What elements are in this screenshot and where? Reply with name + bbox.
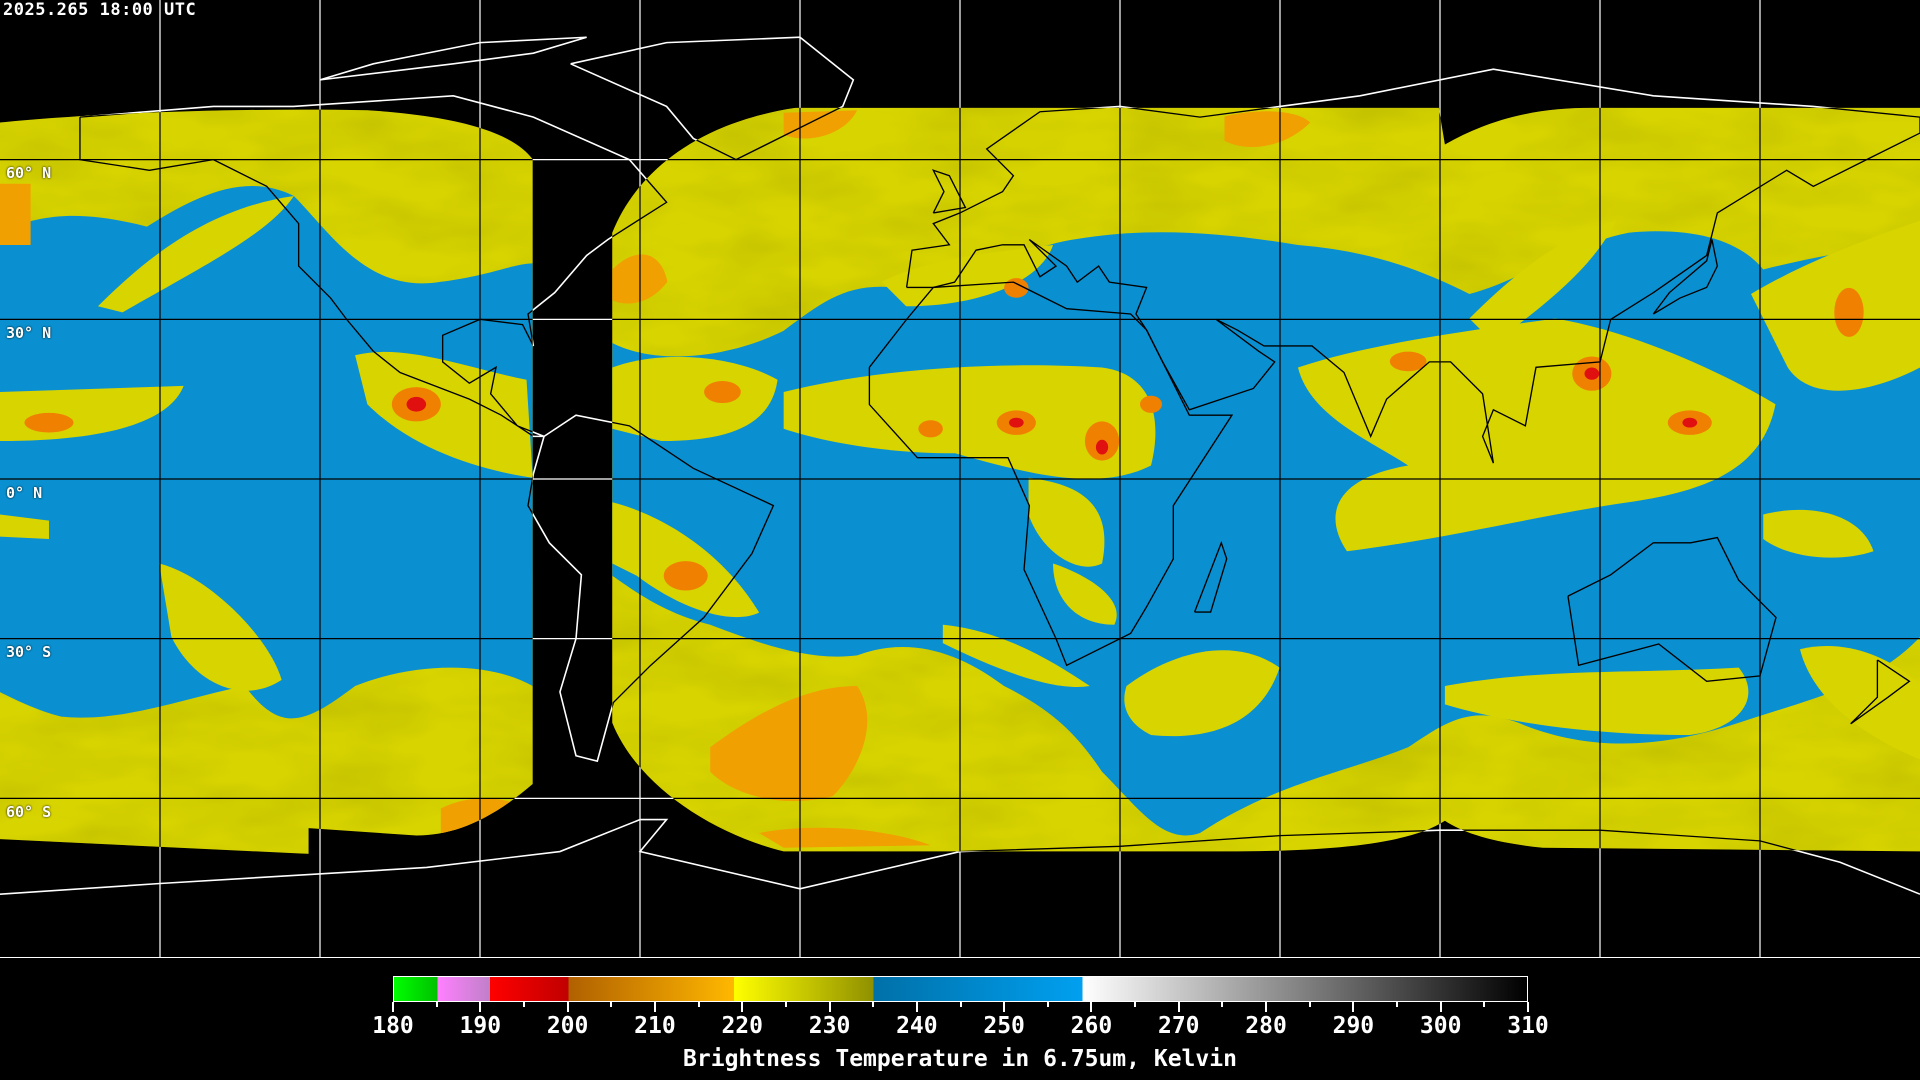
coastline-north-america	[79, 107, 668, 438]
moist-features	[0, 196, 1920, 760]
colorbar-tick	[1003, 1002, 1006, 1012]
colorbar-label: Brightness Temperature in 6.75um, Kelvin	[683, 1046, 1237, 1072]
colorbar-tick-label: 290	[1332, 1013, 1375, 1039]
lat-label-60n: 60° N	[6, 164, 52, 182]
timestamp: 2025.265 18:00 UTC	[3, 0, 197, 20]
colorbar-tick-label: 210	[634, 1013, 676, 1039]
coastline-japan	[1652, 239, 1719, 315]
colorbar-tick	[1134, 1002, 1137, 1007]
coastline-new-zealand	[1850, 659, 1911, 725]
colorbar-tick	[741, 1002, 744, 1012]
colorbar-tick	[566, 1002, 569, 1012]
colorbar-tick-label: 260	[1070, 1013, 1113, 1039]
colorbar-tick	[1308, 1002, 1311, 1007]
graticule-inside	[0, 107, 1920, 854]
convective-cores	[24, 278, 1864, 591]
colorbar-tick-label: 230	[808, 1013, 851, 1039]
colorbar-tick	[1527, 1002, 1529, 1012]
water-vapor-map	[0, 0, 1920, 958]
colorbar-tick-label: 270	[1157, 1013, 1200, 1039]
lat-label-30s: 30° S	[6, 643, 52, 661]
coastline-alaska-arctic-islands	[319, 36, 587, 81]
colorbar-tick-label: 300	[1419, 1013, 1462, 1039]
colorbar-tick-label: 200	[546, 1013, 589, 1039]
colorbar-tick	[610, 1002, 613, 1007]
colorbar-tick-label: 180	[372, 1013, 414, 1039]
colorbar-tick	[915, 1002, 918, 1012]
coastline-madagascar	[1193, 540, 1228, 613]
colorbar-tick	[1439, 1002, 1442, 1012]
colorbar-tick	[1396, 1002, 1399, 1007]
colorbar-tick-label: 250	[983, 1013, 1025, 1039]
coastline-greenland	[570, 36, 855, 161]
colorbar-tick	[1352, 1002, 1355, 1012]
coastline-alaska-arctic-islands	[320, 37, 587, 80]
coastline-eurasia	[905, 107, 1920, 464]
data-coverage	[0, 37, 1920, 854]
cold-features	[0, 110, 1311, 848]
lat-label-30n: 30° N	[6, 324, 52, 342]
colorbar-tick	[1221, 1002, 1224, 1007]
colorbar-tick	[1265, 1002, 1268, 1012]
map-bottom-border	[0, 957, 1920, 958]
colorbar-tick-label: 310	[1507, 1013, 1549, 1039]
colorbar-tick	[392, 1002, 394, 1012]
colorbar-tick-label: 280	[1245, 1013, 1287, 1039]
colorbar-tick	[1177, 1002, 1180, 1012]
colorbar-tick	[653, 1002, 656, 1012]
coastline-africa	[868, 281, 1234, 667]
colorbar-tick	[435, 1002, 438, 1007]
colorbar-tick	[784, 1002, 787, 1007]
coastline-australia	[1567, 536, 1777, 682]
colorbar-tick-label: 240	[896, 1013, 938, 1039]
colorbar-tick	[1483, 1002, 1486, 1007]
lat-label-0n: 0° N	[6, 484, 43, 502]
colorbar-tick	[479, 1002, 482, 1012]
lat-label-60s: 60° S	[6, 803, 52, 821]
colorbar-tick	[522, 1002, 525, 1007]
colorbar	[393, 976, 1528, 1002]
colorbar-tick	[697, 1002, 700, 1007]
colorbar-tick-label: 220	[721, 1013, 763, 1039]
colorbar-tick	[1090, 1002, 1093, 1012]
colorbar-tick	[1046, 1002, 1049, 1007]
colorbar-tick-label: 190	[459, 1013, 502, 1039]
colorbar-tick	[828, 1002, 831, 1012]
colorbar-tick	[872, 1002, 875, 1007]
colorbar-tick	[959, 1002, 962, 1007]
coastline-antarctica	[0, 818, 1920, 854]
